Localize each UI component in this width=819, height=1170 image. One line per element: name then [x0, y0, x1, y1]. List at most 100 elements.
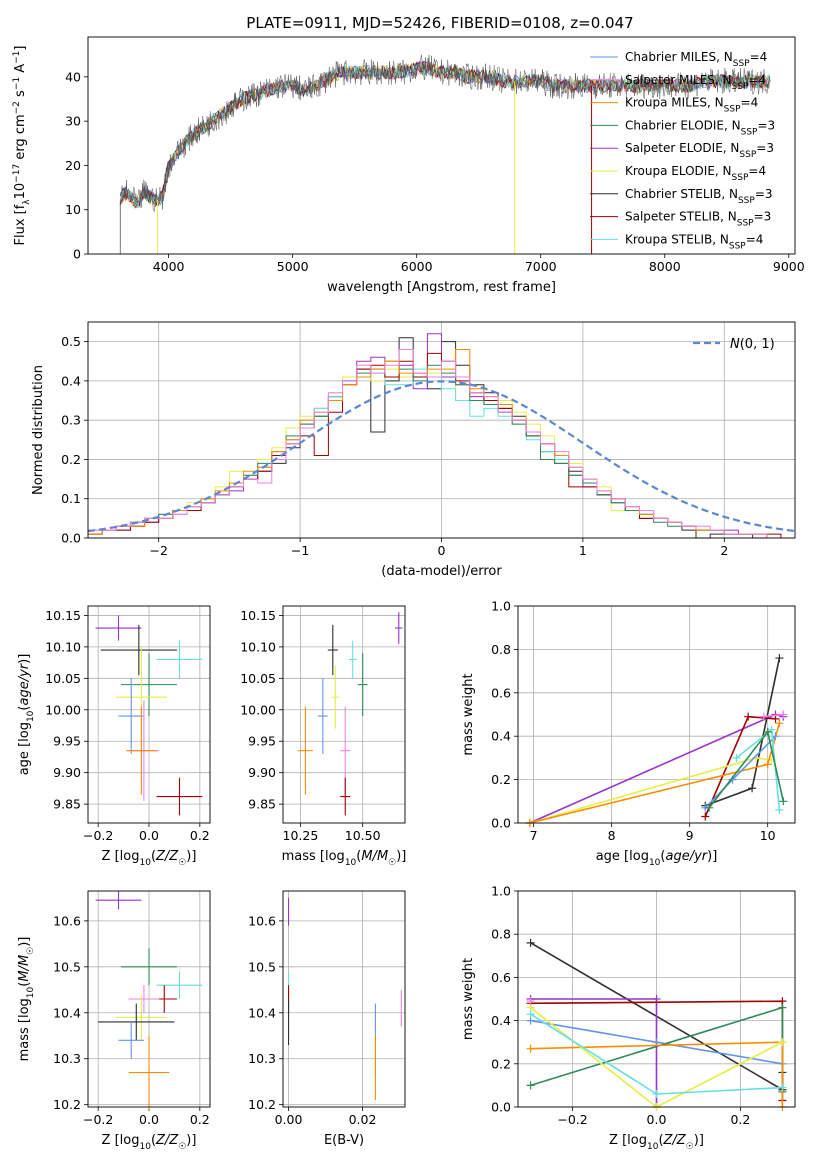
- legend-value: =3: [757, 118, 775, 132]
- weight-marker: [763, 760, 772, 769]
- legend-text: (0, 1): [740, 337, 775, 352]
- x-axis-label-part: (data-model)/error: [381, 564, 502, 579]
- y-axis-label-part: −2: [12, 101, 22, 114]
- legend-text: Salpeter MILES, N: [625, 73, 732, 87]
- y-tick-label: 10.6: [248, 913, 276, 928]
- x-axis-label-part: )]: [186, 849, 196, 864]
- x-axis-label-part: ☉: [686, 1142, 694, 1152]
- y-axis-label-part: mass weight: [461, 958, 476, 1040]
- weight-marker: [744, 712, 753, 721]
- x-axis-label-part: Z [log: [102, 1133, 140, 1148]
- x-tick-label: 6000: [401, 259, 433, 274]
- weight-marker: [526, 1010, 535, 1019]
- x-axis-label: Z [log10(Z/Z☉)]: [102, 1133, 197, 1152]
- legend-value: =3: [754, 210, 772, 224]
- x-tick-label: 7: [530, 828, 538, 843]
- residuals-panel: −2 −1 0 1 2 0.0 0.1 0.2 0.3 0.4 0.5 (data-model)/er…: [31, 321, 796, 579]
- legend-value: =3: [755, 187, 773, 201]
- x-axis-label-part: (: [356, 849, 361, 864]
- weight-marker: [732, 753, 741, 762]
- x-axis-label-part: M/M: [361, 849, 388, 864]
- y-tick-label: 0: [73, 247, 81, 262]
- x-tick-label: 0.02: [349, 1112, 377, 1127]
- x-tick-label: 0.2: [190, 1112, 210, 1127]
- y-axis-label-part: 10: [26, 986, 36, 998]
- axes-frame: [517, 890, 796, 1108]
- x-axis-label-part: Z/Z: [155, 1133, 179, 1148]
- legend-text: Chabrier MILES, N: [625, 50, 733, 64]
- x-tick-label: 9000: [773, 259, 805, 274]
- x-axis-label-part: ☉: [178, 858, 186, 868]
- weight-marker: [775, 719, 784, 728]
- legend-value: =4: [746, 232, 764, 246]
- y-tick-label: 1.0: [491, 884, 511, 899]
- x-axis-label-part: (: [658, 1133, 663, 1148]
- legend-entry: Salpeter STELIB, NSSP=3: [625, 210, 771, 229]
- x-tick-label: 0.2: [730, 1112, 750, 1127]
- y-tick-label: 9.85: [53, 797, 81, 812]
- legend-sub: SSP: [741, 127, 758, 137]
- x-axis-label: Z [log10(Z/Z☉)]: [609, 1133, 704, 1152]
- y-axis-label-part: −17: [12, 164, 22, 183]
- normal-curve: [87, 380, 796, 533]
- legend-entry: Chabrier ELODIE, NSSP=3: [625, 118, 775, 137]
- legend-value: =4: [741, 96, 759, 110]
- x-axis-label-part: ☉: [178, 1142, 186, 1152]
- y-axis-label-part: −1: [12, 77, 22, 90]
- x-axis-label-part: age/yr: [665, 849, 708, 864]
- x-tick-label: 0.0: [139, 828, 159, 843]
- x-tick-label: 0: [438, 543, 446, 558]
- x-tick-label: 2: [720, 543, 728, 558]
- y-axis-label: Normed distribution: [31, 365, 46, 495]
- legend-value: =4: [748, 164, 766, 178]
- x-axis-label: age [log10(age/yr)]: [596, 849, 718, 868]
- x-tick-label: −2: [149, 543, 167, 558]
- y-tick-label: 0.5: [61, 334, 81, 349]
- legend-entry: Kroupa ELODIE, NSSP=4: [625, 164, 766, 183]
- legend-value: =3: [756, 141, 774, 155]
- weight-vs-metallicity-panel: −0.2 0.0 0.2 0.0 0.2 0.4 0.6 0.8 1.0 Z [log10(Z/Z…: [461, 884, 796, 1152]
- x-axis-label-part: mass [log: [282, 849, 345, 864]
- x-axis-label-part: )]: [396, 849, 406, 864]
- x-axis-label-part: 10: [647, 1142, 659, 1152]
- observed-spectrum: [119, 54, 771, 212]
- y-axis-label: mass [log10(M/M☉)]: [17, 937, 36, 1062]
- x-tick-label: 7000: [525, 259, 557, 274]
- legend-sub: SSP: [732, 173, 749, 183]
- age-vs-metallicity-panel: −0.2 0.0 0.2 9.85 9.90 9.95 10.00 10.05 10.10 10.…: [17, 605, 211, 868]
- weight-line: [529, 713, 784, 824]
- weight-marker: [763, 727, 772, 736]
- y-tick-label: 0.2: [491, 1056, 511, 1071]
- x-tick-label: 0.00: [275, 1112, 303, 1127]
- x-tick-label: 9: [686, 828, 694, 843]
- y-tick-label: 0.3: [61, 413, 81, 428]
- y-axis-label-part: mass weight: [461, 673, 476, 755]
- y-tick-label: 10.15: [45, 608, 81, 623]
- y-axis-label-part: (: [17, 982, 32, 987]
- x-axis-label-part: )]: [186, 1133, 196, 1148]
- legend-sub: SSP: [737, 219, 754, 229]
- y-axis-label-part: )]: [17, 937, 32, 947]
- x-tick-label: 4000: [153, 259, 185, 274]
- x-tick-label: 1: [579, 543, 587, 558]
- weight-marker: [779, 710, 788, 719]
- y-tick-label: 10.2: [53, 1097, 81, 1112]
- legend-text: Salpeter ELODIE, N: [625, 141, 739, 155]
- y-tick-label: 0.4: [491, 729, 511, 744]
- x-axis-label-part: Z [log: [609, 1133, 647, 1148]
- legend-sub: SSP: [738, 196, 755, 206]
- weight-marker: [526, 997, 535, 1006]
- y-tick-label: 0.0: [491, 816, 511, 831]
- x-axis-label: E(B-V): [324, 1133, 364, 1148]
- y-tick-label: 9.95: [53, 734, 81, 749]
- x-tick-label: 10.25: [283, 828, 319, 843]
- x-axis-label-part: (: [660, 849, 665, 864]
- weight-marker: [526, 1081, 535, 1090]
- axes-frame: [282, 605, 406, 824]
- y-axis-label-part: )]: [17, 654, 32, 664]
- weight-marker: [526, 938, 535, 947]
- legend-sub: SSP: [729, 241, 746, 251]
- y-tick-label: 10.2: [248, 1097, 276, 1112]
- axes-frame: [282, 890, 406, 1108]
